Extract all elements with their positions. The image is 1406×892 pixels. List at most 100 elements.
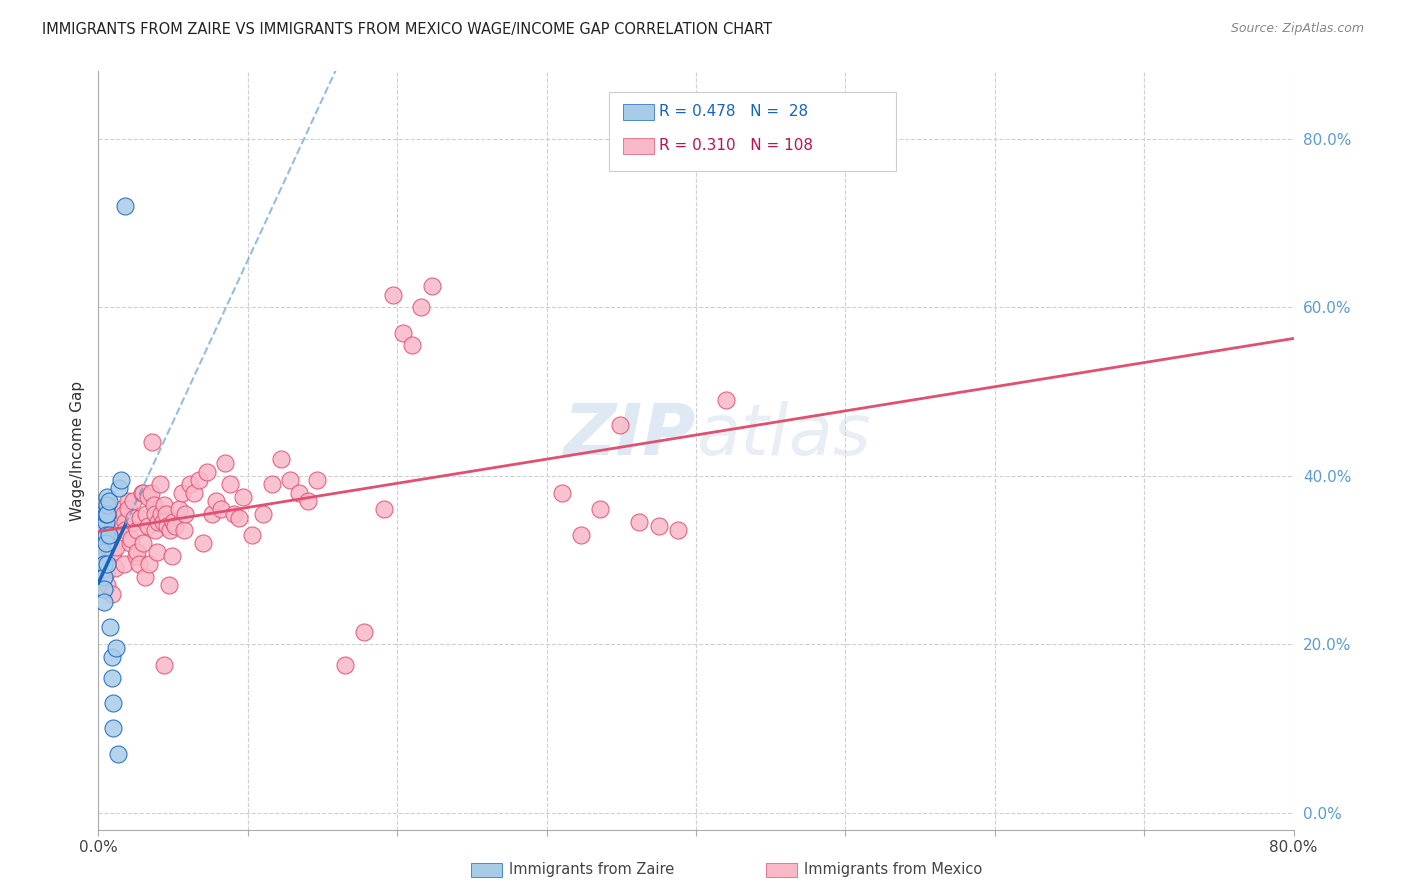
Point (647, 519, 669, 533)
Point (103, 544, 125, 558)
Point (142, 498, 165, 512)
Point (132, 536, 155, 550)
Point (107, 507, 129, 521)
Point (134, 570, 156, 584)
Point (108, 519, 131, 533)
Point (96, 536, 118, 550)
Point (260, 477, 283, 491)
Point (205, 494, 228, 508)
Point (91, 544, 114, 558)
Point (96, 557, 118, 572)
Point (219, 477, 242, 491)
Point (108, 482, 131, 496)
Point (96, 507, 118, 521)
Point (101, 671, 124, 685)
Point (141, 435, 163, 450)
Point (98, 620, 122, 634)
Point (138, 557, 160, 572)
Point (105, 541, 128, 555)
Point (132, 485, 155, 500)
Point (94, 515, 117, 529)
Point (159, 524, 181, 538)
Point (101, 649, 124, 664)
Point (97, 524, 120, 538)
Point (112, 557, 135, 572)
Point (97, 541, 120, 555)
Point (101, 587, 124, 601)
Point (105, 519, 128, 533)
Point (104, 511, 127, 525)
Point (127, 524, 149, 538)
Point (232, 490, 254, 504)
Point (381, 287, 404, 301)
Point (214, 456, 236, 470)
Text: Immigrants from Mexico: Immigrants from Mexico (804, 863, 983, 877)
Point (420, 279, 443, 293)
Point (187, 473, 209, 487)
Point (91, 507, 114, 521)
Point (94, 549, 117, 563)
Point (287, 485, 309, 500)
Point (252, 507, 274, 521)
Point (333, 658, 356, 673)
Point (93, 570, 115, 584)
Point (91, 511, 114, 525)
Text: atlas: atlas (696, 401, 870, 470)
Point (96, 519, 118, 533)
Point (666, 524, 689, 538)
Point (117, 494, 139, 508)
Point (110, 502, 132, 516)
Point (411, 300, 433, 314)
Point (179, 477, 201, 491)
Point (118, 536, 141, 550)
Point (120, 532, 142, 546)
Point (93, 507, 115, 521)
Point (392, 326, 415, 340)
Point (91, 519, 114, 533)
Point (91, 532, 114, 546)
Point (157, 578, 180, 592)
Point (589, 502, 612, 516)
Point (224, 507, 246, 521)
Point (145, 544, 167, 558)
Point (103, 696, 125, 710)
Point (94, 527, 117, 541)
Point (96, 490, 118, 504)
Point (278, 473, 301, 487)
Point (93, 557, 115, 572)
Point (94, 536, 117, 550)
Point (569, 527, 592, 541)
Point (136, 490, 159, 504)
Point (191, 536, 214, 550)
Point (94, 527, 117, 541)
Point (228, 511, 250, 525)
Point (121, 515, 143, 529)
Text: Immigrants from Zaire: Immigrants from Zaire (509, 863, 675, 877)
Point (150, 507, 173, 521)
Point (305, 473, 328, 487)
Point (201, 507, 224, 521)
Text: ZIP: ZIP (564, 401, 696, 470)
Point (94, 541, 117, 555)
Point (401, 338, 423, 352)
Point (143, 507, 166, 521)
Point (373, 502, 395, 516)
Point (139, 485, 162, 500)
Point (143, 524, 166, 538)
Point (103, 519, 125, 533)
Point (714, 392, 737, 407)
Point (155, 507, 177, 521)
Point (131, 485, 153, 500)
Point (93, 595, 115, 609)
Point (173, 524, 195, 538)
Point (121, 494, 143, 508)
Point (197, 465, 219, 479)
Point (183, 485, 205, 500)
Point (97, 515, 120, 529)
Point (124, 511, 146, 525)
Point (107, 747, 129, 761)
Point (609, 418, 631, 433)
Point (160, 549, 183, 563)
Point (112, 507, 135, 521)
Point (114, 515, 136, 529)
